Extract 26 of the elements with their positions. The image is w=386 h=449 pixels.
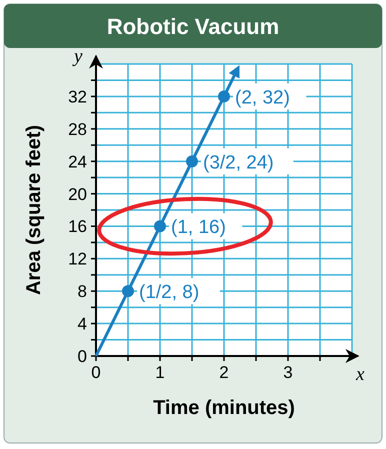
text: x: [355, 364, 365, 385]
y-axis-title: Area (square feet): [23, 124, 45, 296]
point: [186, 155, 198, 168]
x-tick-label: 3: [283, 363, 293, 382]
x-tick-label: 2: [219, 363, 229, 382]
y-tick-label: 4: [78, 314, 87, 334]
chart-title: Robotic Vacuum: [106, 14, 280, 39]
data-label: (1/2, 8): [139, 282, 200, 304]
x-axis-title: Time (minutes): [153, 397, 295, 419]
x-tick-label: 1: [155, 363, 165, 382]
data-label: (2, 32): [235, 87, 290, 108]
data-label: (3/2, 24): [203, 152, 274, 174]
point: [122, 285, 134, 298]
y-tick-label: 16: [68, 217, 87, 236]
y-tick-label: 32: [68, 87, 87, 106]
x-tick-label: 0: [91, 363, 101, 382]
text: y: [72, 46, 83, 67]
y-tick-label: 28: [68, 120, 87, 139]
y-tick-label: 0: [78, 347, 87, 366]
y-tick-label: 8: [78, 282, 87, 302]
y-tick-label: 24: [68, 152, 87, 172]
point: [154, 220, 166, 232]
data-label: (1, 16): [171, 217, 226, 238]
y-tick-label: 20: [68, 184, 87, 204]
y-tick-label: 12: [68, 250, 87, 269]
point: [218, 90, 230, 102]
